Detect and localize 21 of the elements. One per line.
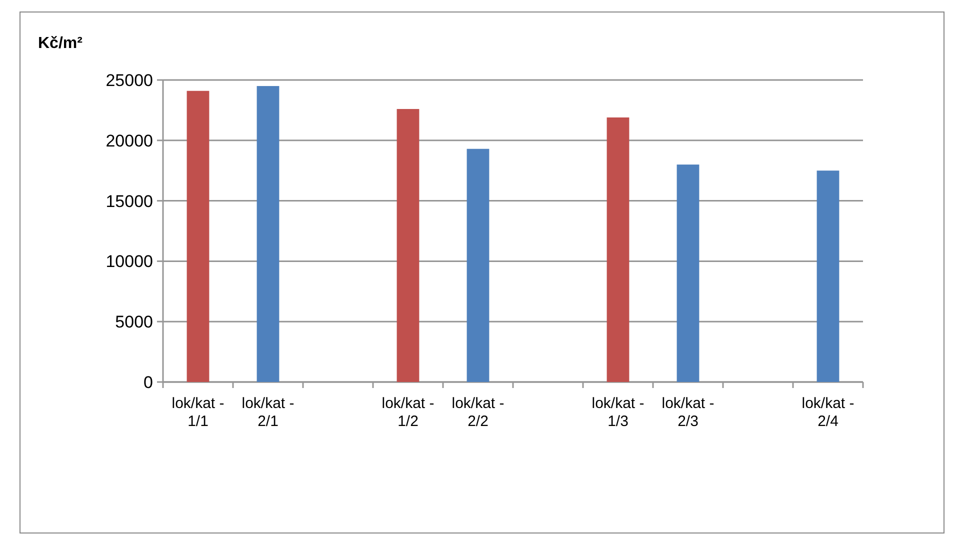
bar bbox=[396, 108, 420, 382]
x-tick-label: lok/kat - 1/2 bbox=[382, 395, 434, 430]
y-tick-label: 5000 bbox=[115, 312, 153, 332]
x-tick-label: lok/kat - 2/3 bbox=[662, 395, 714, 430]
bar bbox=[466, 148, 490, 382]
bar bbox=[676, 164, 700, 382]
y-axis-title: Kč/m² bbox=[38, 35, 82, 52]
bar bbox=[186, 90, 210, 382]
y-tick-label: 20000 bbox=[106, 131, 153, 150]
x-tick-label: lok/kat - 2/2 bbox=[452, 395, 504, 430]
y-tick-label: 10000 bbox=[106, 252, 153, 272]
x-tick-label: lok/kat - 2/1 bbox=[242, 395, 294, 430]
y-tick-label: 15000 bbox=[106, 192, 153, 211]
y-tick-label: 25000 bbox=[106, 70, 153, 90]
bar bbox=[816, 170, 840, 382]
bar bbox=[256, 86, 280, 382]
x-tick-label: lok/kat - 1/3 bbox=[592, 395, 644, 430]
bar bbox=[606, 117, 630, 382]
x-tick-label: lok/kat - 2/4 bbox=[802, 395, 854, 430]
y-tick-label: 0 bbox=[144, 372, 153, 392]
x-tick-label: lok/kat - 1/1 bbox=[172, 395, 224, 430]
